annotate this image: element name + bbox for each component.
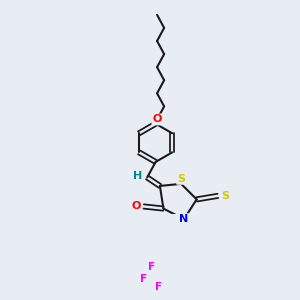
Text: H: H bbox=[133, 171, 142, 181]
Text: O: O bbox=[152, 115, 162, 124]
Text: S: S bbox=[221, 191, 229, 201]
Text: F: F bbox=[140, 274, 148, 284]
Text: N: N bbox=[179, 214, 189, 224]
Text: O: O bbox=[132, 202, 141, 212]
Text: F: F bbox=[148, 262, 155, 272]
Text: S: S bbox=[177, 174, 185, 184]
Text: F: F bbox=[154, 282, 162, 292]
